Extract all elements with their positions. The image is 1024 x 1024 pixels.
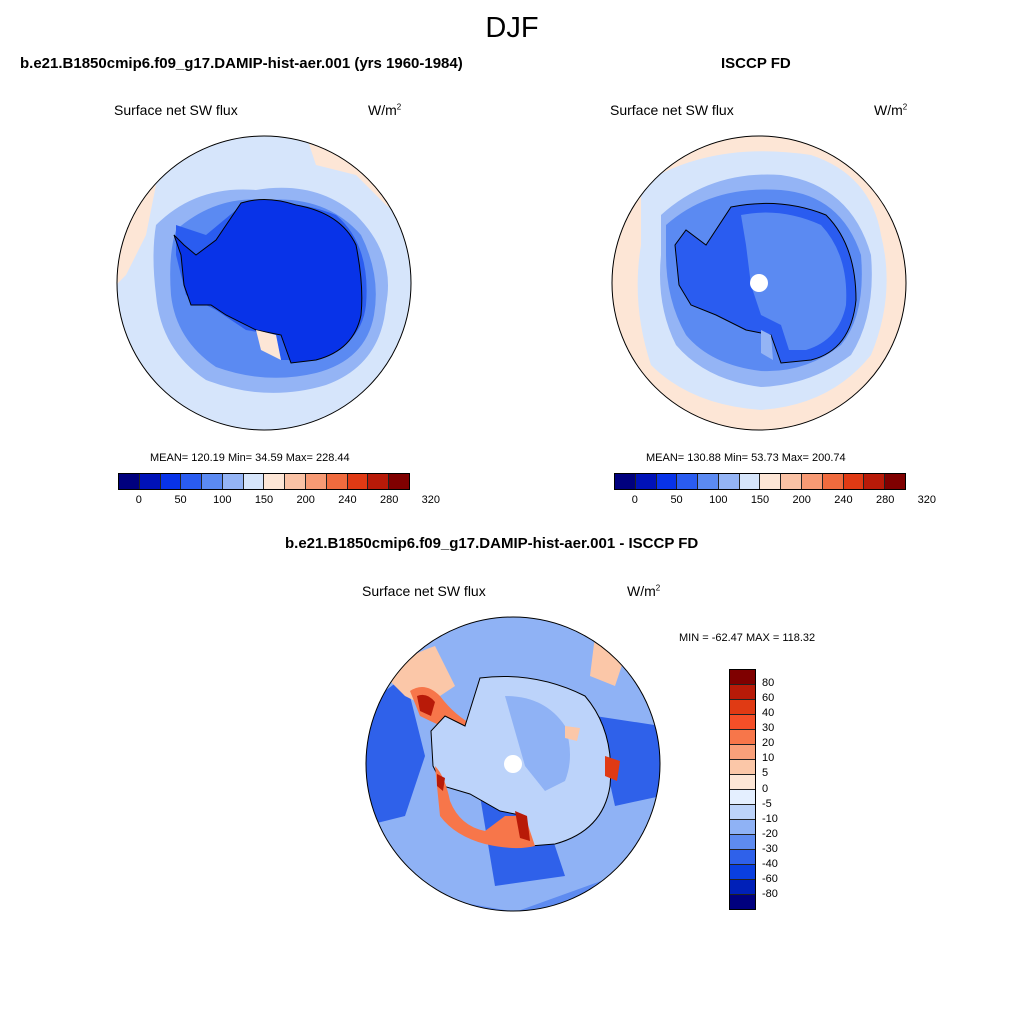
colorbar-tick-label: 100 xyxy=(213,494,232,506)
colorbar-swatch xyxy=(885,474,905,489)
colorbar-swatch xyxy=(677,474,699,489)
panel1-polar-map xyxy=(116,135,412,431)
colorbar-swatch xyxy=(843,474,865,489)
colorbar-tick-label: 150 xyxy=(254,494,274,506)
colorbar-swatch xyxy=(802,474,823,489)
colorbar-swatch xyxy=(739,474,761,489)
colorbar-tick-label: 20 xyxy=(762,737,775,750)
colorbar-tick-label: 5 xyxy=(762,767,769,780)
colorbar-tick-label: 0 xyxy=(135,494,142,506)
colorbar-tick-label: 30 xyxy=(762,722,775,735)
colorbar-swatch xyxy=(243,474,265,489)
colorbar-tick-label: 280 xyxy=(379,494,399,506)
colorbar-swatch xyxy=(730,745,755,760)
colorbar-swatch xyxy=(730,820,755,835)
colorbar-swatch xyxy=(822,474,844,489)
colorbar-swatch xyxy=(656,474,678,489)
colorbar-swatch xyxy=(730,865,755,880)
colorbar-swatch xyxy=(730,685,755,700)
colorbar-tick-label: -30 xyxy=(762,842,778,855)
colorbar-swatch xyxy=(181,474,203,489)
colorbar-tick-label: 0 xyxy=(762,782,769,795)
colorbar-tick-label: -60 xyxy=(762,872,778,885)
colorbar-tick-label: 150 xyxy=(750,494,770,506)
colorbar-swatch xyxy=(730,715,755,730)
colorbar-swatch xyxy=(635,474,657,489)
colorbar-swatch xyxy=(698,474,719,489)
panel1-colorbar xyxy=(118,473,410,490)
colorbar-swatch xyxy=(119,474,140,489)
colorbar-tick-label: 80 xyxy=(762,677,775,690)
colorbar-tick-label: 240 xyxy=(834,494,853,506)
colorbar-swatch xyxy=(285,474,307,489)
panel2-stats: MEAN= 130.88 Min= 53.73 Max= 200.74 xyxy=(646,452,846,464)
colorbar-swatch xyxy=(730,850,755,865)
colorbar-swatch xyxy=(864,474,886,489)
colorbar-tick-label: 200 xyxy=(792,494,811,506)
colorbar-swatch xyxy=(306,474,327,489)
colorbar-swatch xyxy=(730,790,755,805)
colorbar-tick-label: 60 xyxy=(762,692,775,705)
colorbar-swatch xyxy=(730,835,755,850)
colorbar-tick-label: 50 xyxy=(670,494,683,506)
colorbar-tick-label: 240 xyxy=(338,494,357,506)
colorbar-swatch xyxy=(139,474,161,489)
colorbar-swatch xyxy=(730,730,755,745)
colorbar-swatch xyxy=(781,474,803,489)
colorbar-swatch xyxy=(615,474,636,489)
panel3-title: b.e21.B1850cmip6.f09_g17.DAMIP-hist-aer.… xyxy=(285,535,699,552)
colorbar-swatch xyxy=(222,474,244,489)
colorbar-tick-label: 50 xyxy=(174,494,187,506)
figure-title: DJF xyxy=(485,12,539,44)
colorbar-tick-label: 200 xyxy=(296,494,315,506)
panel1-field-label: Surface net SW flux xyxy=(114,102,238,118)
colorbar-swatch xyxy=(730,700,755,715)
panel2-colorbar-ticks: 0 50 100 150 200 240 280 320 xyxy=(614,494,936,508)
panel2-polar-map xyxy=(611,135,907,431)
colorbar-tick-label: 320 xyxy=(421,494,441,506)
colorbar-tick-label: -40 xyxy=(762,857,778,870)
panel2-field-label: Surface net SW flux xyxy=(610,102,734,118)
colorbar-swatch xyxy=(389,474,409,489)
panel3-units: W/m2 xyxy=(627,583,661,599)
colorbar-swatch xyxy=(730,880,755,895)
colorbar-swatch xyxy=(730,895,755,909)
colorbar-swatch xyxy=(368,474,390,489)
panel3-polar-map xyxy=(365,616,661,912)
colorbar-tick-label: 40 xyxy=(762,707,775,720)
panel2-title: ISCCP FD xyxy=(721,55,791,72)
colorbar-tick-label: -10 xyxy=(762,812,778,825)
panel3-colorbar xyxy=(729,669,756,910)
colorbar-swatch xyxy=(202,474,223,489)
colorbar-swatch xyxy=(347,474,369,489)
colorbar-swatch xyxy=(730,775,755,790)
panel1-units: W/m2 xyxy=(368,102,402,118)
panel3-field-label: Surface net SW flux xyxy=(362,583,486,599)
colorbar-tick-label: -5 xyxy=(762,797,772,810)
panel1-title: b.e21.B1850cmip6.f09_g17.DAMIP-hist-aer.… xyxy=(20,55,463,72)
colorbar-tick-label: -80 xyxy=(762,887,778,900)
panel3-stats: MIN = -62.47 MAX = 118.32 xyxy=(679,632,816,644)
colorbar-tick-label: 100 xyxy=(709,494,728,506)
colorbar-tick-label: -20 xyxy=(762,827,778,840)
colorbar-tick-label: 280 xyxy=(875,494,895,506)
panel2-units: W/m2 xyxy=(874,102,908,118)
panel1-stats: MEAN= 120.19 Min= 34.59 Max= 228.44 xyxy=(150,452,350,464)
colorbar-swatch xyxy=(160,474,182,489)
panel2-colorbar xyxy=(614,473,906,490)
colorbar-swatch xyxy=(264,474,286,489)
colorbar-swatch xyxy=(718,474,740,489)
colorbar-swatch xyxy=(730,760,755,775)
panel1-colorbar-ticks: 0 50 100 150 200 240 280 320 xyxy=(118,494,440,508)
panel3-colorbar-ticks: 80 60 40 30 20 10 5 0 -5 -10 -20 -30 -40 -60 -80 xyxy=(762,669,802,910)
colorbar-tick-label: 0 xyxy=(631,494,638,506)
colorbar-tick-label: 10 xyxy=(762,752,775,765)
colorbar-swatch xyxy=(730,670,755,685)
colorbar-swatch xyxy=(326,474,348,489)
colorbar-swatch xyxy=(730,805,755,820)
colorbar-swatch xyxy=(760,474,782,489)
colorbar-tick-label: 320 xyxy=(917,494,937,506)
